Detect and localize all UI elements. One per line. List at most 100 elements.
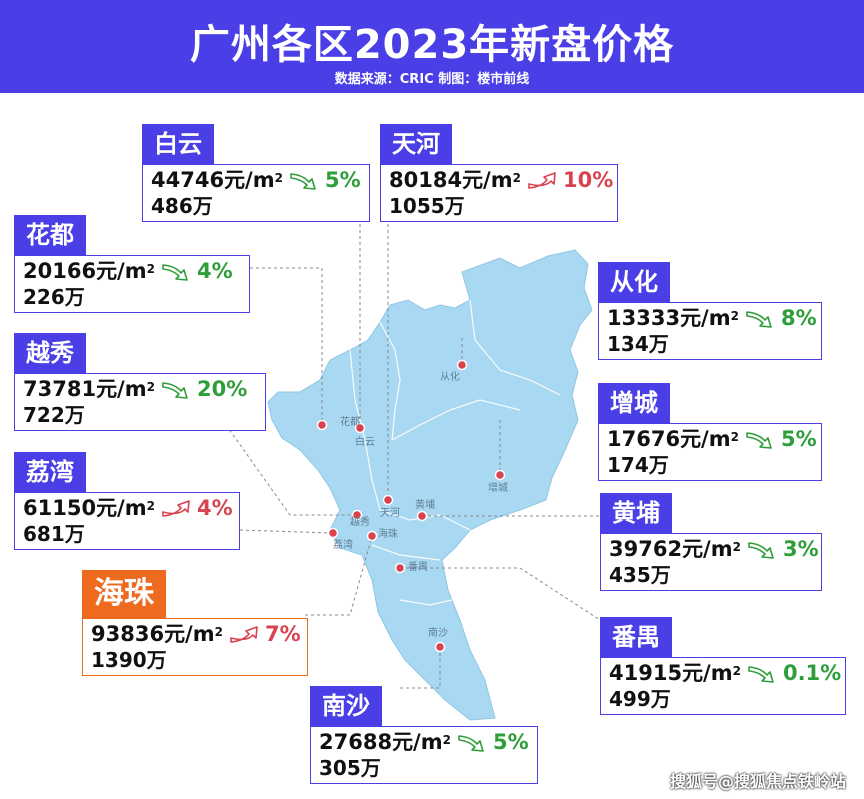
- district-card-huangpu: 39762元/m2 3% 435万: [600, 533, 822, 591]
- price-unit-sup: 2: [146, 262, 155, 276]
- price-change: 8%: [780, 306, 817, 330]
- price-change: 5%: [780, 427, 817, 451]
- sales-volume: 722万: [23, 403, 85, 427]
- map-label: 黄埔: [415, 498, 435, 511]
- map-label: 从化: [440, 370, 460, 383]
- district-label-tianhe: 天河: [380, 124, 452, 164]
- trend-down-icon: [747, 540, 781, 560]
- price-unit-sup: 2: [214, 625, 223, 639]
- map-label: 番禺: [408, 561, 428, 573]
- price-change: 0.1%: [782, 661, 842, 685]
- price: 41915: [609, 661, 683, 685]
- sales-volume: 681万: [23, 522, 85, 546]
- price-unit: 元/m: [682, 537, 733, 561]
- sales-volume: 1390万: [91, 648, 167, 672]
- sales-volume: 1055万: [389, 194, 465, 218]
- price-unit: 元/m: [680, 306, 731, 330]
- district-card-yuexiu: 73781元/m2 20% 722万: [14, 373, 266, 431]
- price-change: 5%: [324, 168, 361, 192]
- price-unit: 元/m: [96, 377, 147, 401]
- map-label: 花都: [340, 415, 360, 428]
- sales-volume: 134万: [607, 332, 669, 356]
- price-unit: 元/m: [96, 259, 147, 283]
- district-card-haizhu: 93836元/m2 7% 1390万: [82, 618, 308, 676]
- price-unit: 元/m: [164, 622, 215, 646]
- price-unit-sup: 2: [732, 540, 741, 554]
- page-title: 广州各区2023年新盘价格: [189, 22, 675, 68]
- price-unit: 元/m: [682, 661, 733, 685]
- price: 80184: [389, 168, 463, 192]
- district-card-tianhe: 80184元/m2 10% 1055万: [380, 164, 618, 222]
- price: 61150: [23, 496, 97, 520]
- district-card-nansha: 27688元/m2 5% 305万: [310, 726, 538, 784]
- price: 17676: [607, 427, 681, 451]
- data-source-credit: 数据来源：CRIC 制图：楼市前线: [334, 72, 530, 87]
- map-label: 荔湾: [333, 538, 353, 551]
- district-label-nansha: 南沙: [310, 686, 382, 726]
- price-unit-sup: 2: [274, 171, 283, 185]
- price: 20166: [23, 259, 97, 283]
- sales-volume: 435万: [609, 563, 671, 587]
- trend-down-icon: [745, 309, 779, 329]
- price-change: 4%: [196, 496, 233, 520]
- price-change: 4%: [196, 259, 233, 283]
- trend-up-icon: [229, 625, 263, 645]
- map-label: 越秀: [350, 515, 370, 528]
- trend-down-icon: [747, 664, 781, 684]
- price-change: 7%: [264, 622, 301, 646]
- price-unit-sup: 2: [146, 499, 155, 513]
- price-unit-sup: 2: [732, 664, 741, 678]
- district-label-yuexiu: 越秀: [14, 333, 86, 373]
- district-label-liwan: 荔湾: [14, 452, 86, 492]
- price-unit-sup: 2: [512, 171, 521, 185]
- district-label-conghua: 从化: [598, 262, 670, 302]
- sales-volume: 226万: [23, 285, 85, 309]
- price-unit-sup: 2: [730, 430, 739, 444]
- trend-down-icon: [745, 430, 779, 450]
- price-unit: 元/m: [96, 496, 147, 520]
- trend-down-icon: [289, 171, 323, 191]
- district-card-liwan: 61150元/m2 4% 681万: [14, 492, 240, 550]
- price: 13333: [607, 306, 681, 330]
- price: 93836: [91, 622, 165, 646]
- map-label: 增城: [488, 481, 508, 494]
- map-region: [267, 249, 593, 721]
- map-label: 天河: [380, 507, 400, 519]
- price-unit-sup: 2: [442, 733, 451, 747]
- trend-down-icon: [161, 262, 195, 282]
- district-card-zengcheng: 17676元/m2 5% 174万: [598, 423, 822, 481]
- sales-volume: 174万: [607, 453, 669, 477]
- trend-down-icon: [457, 733, 491, 753]
- district-label-huangpu: 黄埔: [600, 493, 672, 533]
- price-unit-sup: 2: [146, 380, 155, 394]
- price-unit: 元/m: [392, 730, 443, 754]
- price-change: 10%: [562, 168, 614, 192]
- sales-volume: 305万: [319, 756, 381, 780]
- price: 73781: [23, 377, 97, 401]
- price-unit-sup: 2: [730, 309, 739, 323]
- trend-up-icon: [527, 171, 561, 191]
- price-change: 20%: [196, 377, 248, 401]
- district-label-haizhu: 海珠: [82, 570, 166, 618]
- sales-volume: 499万: [609, 687, 671, 711]
- watermark: 搜狐号@搜狐焦点铁岭站: [669, 772, 846, 791]
- price-change: 5%: [492, 730, 529, 754]
- district-label-huadu: 花都: [14, 215, 86, 255]
- price: 44746: [151, 168, 225, 192]
- map-label: 南沙: [428, 626, 448, 639]
- district-card-conghua: 13333元/m2 8% 134万: [598, 302, 822, 360]
- price: 27688: [319, 730, 393, 754]
- price: 39762: [609, 537, 683, 561]
- price-unit: 元/m: [680, 427, 731, 451]
- price-unit: 元/m: [462, 168, 513, 192]
- map-label: 白云: [355, 435, 375, 448]
- district-card-baiyun: 44746元/m2 5% 486万: [142, 164, 370, 222]
- title-banner: 广州各区2023年新盘价格 数据来源：CRIC 制图：楼市前线: [0, 0, 864, 93]
- map-label: 海珠: [378, 527, 398, 540]
- price-unit: 元/m: [224, 168, 275, 192]
- sales-volume: 486万: [151, 194, 213, 218]
- district-label-zengcheng: 增城: [598, 383, 670, 423]
- trend-down-icon: [161, 380, 195, 400]
- district-card-huadu: 20166元/m2 4% 226万: [14, 255, 250, 313]
